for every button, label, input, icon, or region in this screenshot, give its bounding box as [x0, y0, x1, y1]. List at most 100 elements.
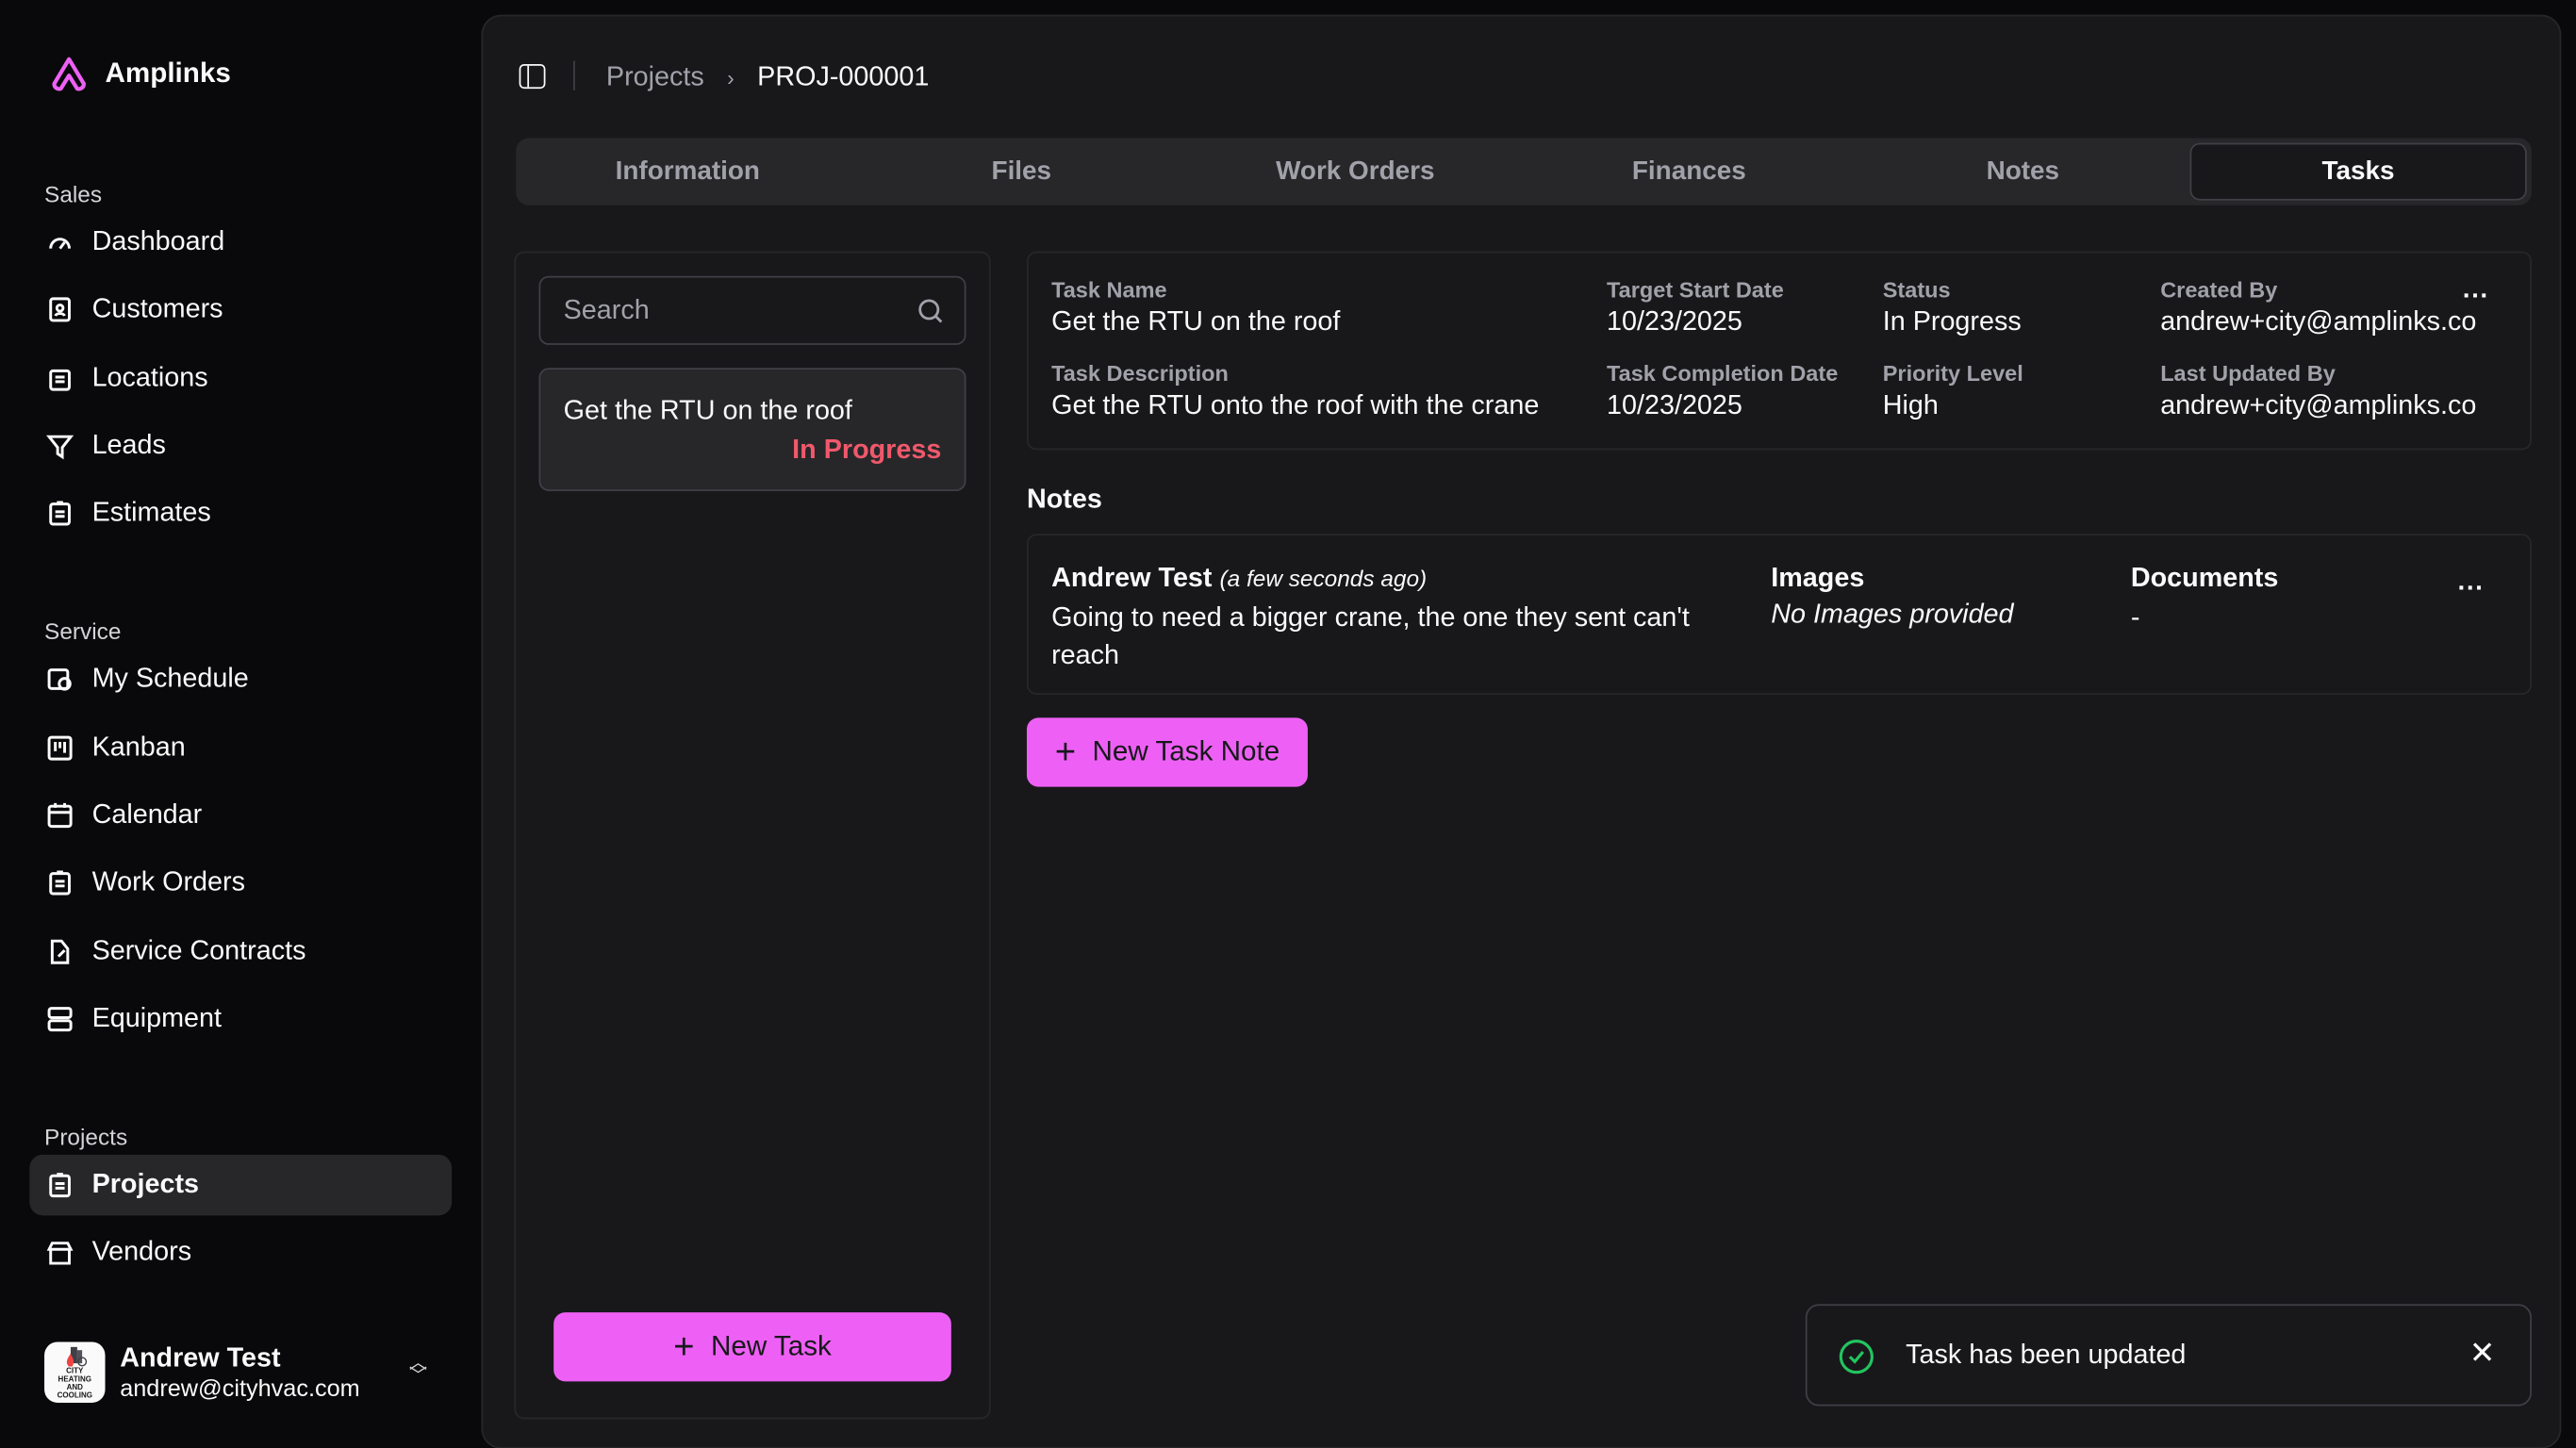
tab-work-orders[interactable]: Work Orders — [1276, 156, 1435, 186]
task-item-status: In Progress — [792, 435, 942, 466]
new-task-note-button[interactable]: + New Task Note — [1026, 717, 1308, 787]
target-start-value: 10/23/2025 — [1607, 306, 1742, 337]
note-time: (a few seconds ago) — [1219, 565, 1428, 592]
note-card: Andrew Test (a few seconds ago) Going to… — [1026, 534, 2532, 696]
sidebar-item-service-contracts[interactable]: Service Contracts — [29, 921, 452, 981]
sidebar-item-label: Kanban — [91, 732, 186, 763]
chevrons-up-down-icon[interactable]: ︿ ﹀ — [408, 1353, 428, 1387]
clipboard-icon — [46, 500, 74, 528]
app-logo[interactable]: Amplinks — [49, 56, 231, 91]
contact-icon — [46, 296, 74, 324]
tab-finances[interactable]: Finances — [1631, 156, 1746, 186]
sidebar-item-label: Calendar — [91, 799, 203, 830]
sidebar-item-label: Locations — [91, 363, 208, 393]
plus-icon: + — [673, 1325, 695, 1367]
sidebar-item-vendors[interactable]: Vendors — [29, 1222, 452, 1282]
kanban-icon — [46, 734, 74, 763]
images-label: Images — [1771, 563, 1865, 593]
user-avatar: CITY HEATING AND COOLING — [44, 1341, 106, 1403]
note-more-icon[interactable]: ··· — [2457, 574, 2485, 603]
breadcrumb-current: PROJ-000001 — [757, 62, 930, 92]
sidebar-item-customers[interactable]: Customers — [29, 279, 452, 339]
priority-label: Priority Level — [1882, 361, 2023, 387]
sidebar-item-label: Customers — [91, 293, 223, 324]
server-icon — [46, 1005, 74, 1033]
tab-files[interactable]: Files — [991, 156, 1052, 186]
completion-label: Task Completion Date — [1607, 361, 1839, 387]
sidebar-toggle-icon[interactable] — [519, 63, 546, 90]
sidebar-item-work-orders[interactable]: Work Orders — [29, 852, 452, 913]
tab-tasks[interactable]: Tasks — [2189, 142, 2527, 201]
sidebar-item-label: Work Orders — [91, 866, 245, 897]
documents-value: - — [2130, 602, 2140, 633]
sidebar-item-calendar[interactable]: Calendar — [29, 785, 452, 846]
task-list-panel: Search Get the RTU on the roof In Progre… — [514, 251, 991, 1420]
new-task-label: New Task — [710, 1330, 832, 1362]
file-pen-icon — [46, 938, 74, 966]
divider — [573, 60, 575, 90]
building-icon — [46, 365, 74, 393]
completion-value: 10/23/2025 — [1607, 390, 1742, 421]
user-name: Andrew Test — [120, 1343, 281, 1374]
avatar-text: CITY HEATING AND COOLING — [57, 1365, 92, 1399]
description-value: Get the RTU onto the roof with the crane — [1051, 390, 1540, 421]
priority-value: High — [1882, 390, 1939, 421]
updated-by-value: andrew+city@amplinks.co — [2160, 390, 2477, 421]
search-icon — [918, 299, 943, 323]
sidebar-item-label: Projects — [91, 1169, 200, 1199]
notes-title: Notes — [1026, 484, 1102, 515]
main-panel: Projects › PROJ-000001 Information Files… — [481, 14, 2562, 1448]
task-list-item[interactable]: Get the RTU on the roof In Progress — [538, 368, 966, 491]
clipboard-icon — [46, 1171, 74, 1199]
breadcrumb: Projects › PROJ-000001 — [606, 62, 929, 93]
sidebar-item-leads[interactable]: Leads — [29, 416, 452, 476]
sidebar-item-estimates[interactable]: Estimates — [29, 483, 452, 543]
section-sales: Sales — [44, 180, 103, 207]
task-name-label: Task Name — [1051, 277, 1167, 303]
status-label: Status — [1882, 277, 1951, 303]
check-circle-icon — [1839, 1340, 1874, 1374]
sidebar-item-label: Estimates — [91, 497, 211, 528]
task-name-value: Get the RTU on the roof — [1051, 306, 1341, 337]
user-email: andrew@cityhvac.com — [120, 1376, 360, 1403]
section-projects: Projects — [44, 1123, 128, 1150]
created-by-label: Created By — [2160, 277, 2278, 303]
sidebar-item-dashboard[interactable]: Dashboard — [29, 212, 452, 272]
sidebar-item-equipment[interactable]: Equipment — [29, 989, 452, 1049]
created-by-value: andrew+city@amplinks.co — [2160, 306, 2477, 337]
section-service: Service — [44, 617, 122, 645]
note-author: Andrew Test — [1051, 563, 1213, 593]
search-input[interactable]: Search — [538, 275, 966, 345]
images-value: No Images provided — [1771, 599, 2014, 630]
documents-label: Documents — [2130, 563, 2279, 593]
amplinks-logo-icon — [52, 57, 86, 91]
calendar-icon — [46, 801, 74, 830]
sidebar-item-projects[interactable]: Projects — [29, 1154, 453, 1216]
status-value: In Progress — [1882, 306, 2022, 337]
sidebar-item-label: Dashboard — [91, 226, 225, 256]
sidebar-item-locations[interactable]: Locations — [29, 348, 452, 408]
task-detail-card: Task Name Get the RTU on the roof Task De… — [1026, 251, 2532, 451]
city-logo-icon — [66, 1345, 87, 1366]
tab-notes[interactable]: Notes — [1986, 156, 2060, 186]
tab-information[interactable]: Information — [615, 156, 760, 186]
sidebar-item-label: My Schedule — [91, 663, 249, 694]
new-note-label: New Task Note — [1092, 735, 1280, 767]
sidebar-item-kanban[interactable]: Kanban — [29, 717, 452, 778]
tab-bar: Information Files Work Orders Finances N… — [516, 138, 2532, 206]
search-placeholder: Search — [563, 294, 650, 325]
chevron-right-icon: › — [727, 65, 735, 90]
app-name: Amplinks — [105, 57, 231, 90]
new-task-button[interactable]: + New Task — [553, 1312, 951, 1382]
sidebar-item-my-schedule[interactable]: My Schedule — [29, 649, 452, 709]
more-options-icon[interactable]: ··· — [2462, 282, 2489, 311]
close-icon[interactable]: ✕ — [2469, 1337, 2496, 1372]
sidebar-item-label: Service Contracts — [91, 936, 306, 966]
toast-message: Task has been updated — [1906, 1340, 2187, 1371]
note-text: Going to need a bigger crane, the one th… — [1051, 602, 1690, 670]
gauge-icon — [46, 228, 74, 256]
clipboard-icon — [46, 869, 74, 897]
target-start-label: Target Start Date — [1607, 277, 1784, 303]
sidebar-item-label: Vendors — [91, 1236, 192, 1267]
breadcrumb-projects[interactable]: Projects — [605, 62, 704, 92]
